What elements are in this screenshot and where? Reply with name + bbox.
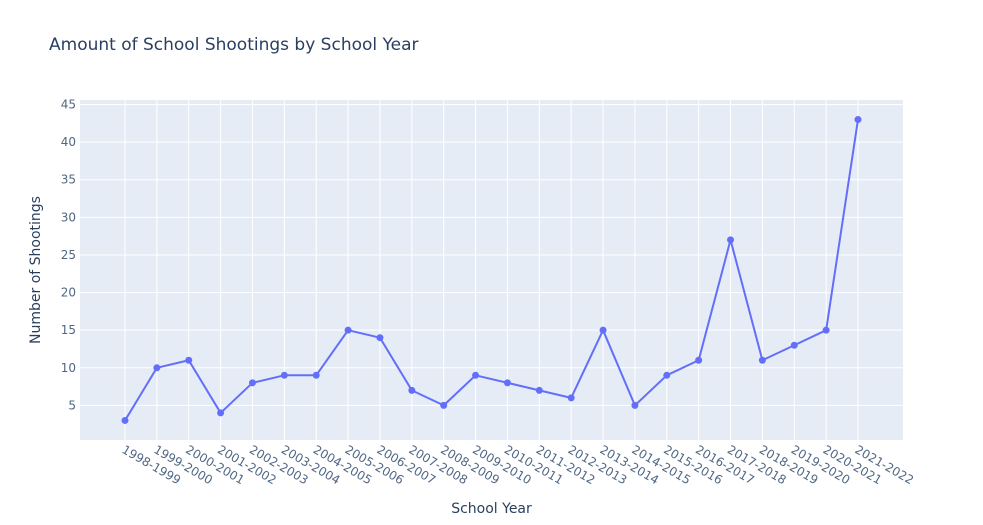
data-point[interactable] [472, 371, 480, 379]
y-tick-label: 20 [61, 286, 76, 300]
data-point[interactable] [248, 379, 256, 387]
data-point[interactable] [344, 326, 352, 334]
data-point[interactable] [217, 409, 225, 417]
y-tick-label: 35 [61, 173, 76, 187]
x-axis-title: School Year [451, 501, 532, 517]
data-points [121, 116, 862, 424]
data-point[interactable] [312, 371, 320, 379]
data-point[interactable] [790, 341, 798, 349]
y-axis-title: Number of Shootings [28, 196, 44, 344]
data-point[interactable] [567, 394, 575, 402]
data-point[interactable] [695, 356, 703, 364]
y-axis-ticks: 5 10 15 20 25 30 35 40 45 [61, 98, 76, 413]
data-point[interactable] [535, 386, 543, 394]
data-point[interactable] [599, 326, 607, 334]
data-point[interactable] [121, 416, 129, 424]
data-point[interactable] [727, 236, 735, 244]
data-point[interactable] [854, 116, 862, 124]
chart-title: Amount of School Shootings by School Yea… [49, 35, 419, 55]
data-point[interactable] [376, 334, 384, 342]
data-point[interactable] [408, 386, 416, 394]
y-tick-label: 30 [61, 210, 76, 224]
y-tick-label: 45 [61, 98, 76, 112]
data-point[interactable] [280, 371, 288, 379]
y-tick-label: 15 [61, 323, 76, 337]
data-point[interactable] [440, 401, 448, 409]
data-point[interactable] [663, 371, 671, 379]
data-point[interactable] [758, 356, 766, 364]
y-tick-label: 25 [61, 248, 76, 262]
y-tick-label: 10 [61, 361, 76, 375]
plot-area [80, 100, 903, 440]
data-point[interactable] [503, 379, 511, 387]
x-axis-ticks: 1998-19991999-20002000-20012001-20022002… [120, 442, 917, 487]
y-tick-label: 40 [61, 135, 76, 149]
series-line [124, 119, 859, 421]
data-point[interactable] [185, 356, 193, 364]
data-point[interactable] [822, 326, 830, 334]
data-point[interactable] [153, 364, 161, 372]
data-point[interactable] [631, 401, 639, 409]
y-tick-label: 5 [68, 398, 76, 412]
